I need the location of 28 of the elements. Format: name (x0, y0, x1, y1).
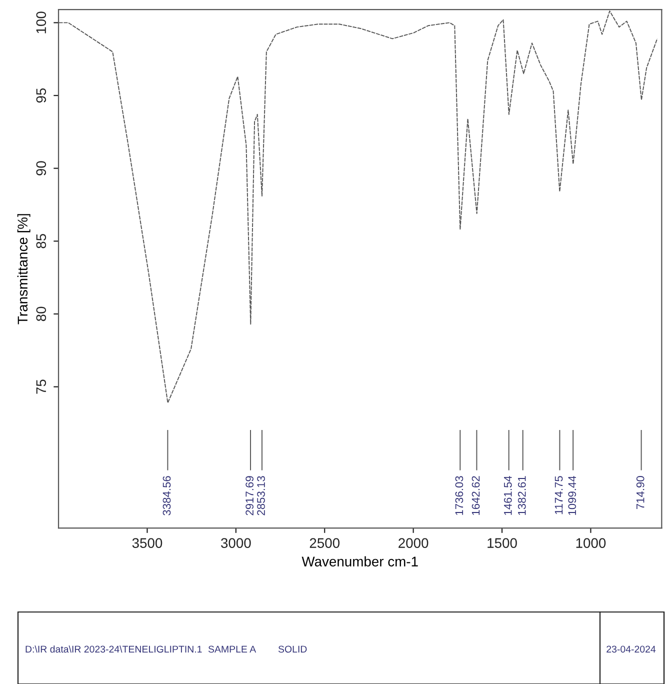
annotation: 2853.13 (257, 476, 265, 516)
x-tick-label: 3500 (132, 538, 162, 548)
text: 23-04-2024 (606, 646, 656, 653)
annotation: 714.90 (636, 476, 644, 510)
x-tick-label: 1000 (576, 538, 606, 548)
y-axis-title: Transmittance [%] (17, 214, 30, 324)
annotation: 2917.69 (246, 476, 254, 516)
y-tick-label: 80 (36, 306, 46, 322)
x-tick-label: 3000 (221, 538, 251, 548)
y-tick-label: 75 (36, 380, 46, 394)
annotation: 1461.54 (504, 476, 512, 515)
y-tick-label: 100 (36, 12, 46, 34)
x-axis-title: Wavenumber cm-1 (302, 556, 418, 566)
text: SAMPLE A (208, 646, 256, 653)
text: SOLID (278, 646, 307, 653)
annotation: 1174.75 (554, 476, 563, 514)
y-tick-label: 95 (36, 88, 46, 103)
annotation: 1736.03 (455, 476, 464, 515)
y-tick-label: 85 (36, 234, 46, 248)
annotation: 1099.44 (568, 476, 576, 515)
x-tick-label: 2500 (310, 538, 340, 548)
text: D:\IR data\IR 2023-24\TENELIGLIPTIN.1 (26, 645, 202, 653)
y-tick-label: 90 (36, 161, 46, 176)
annotation: 1642.62 (472, 476, 480, 515)
x-tick-label: 2000 (398, 538, 428, 548)
x-tick-label: 1500 (488, 538, 517, 548)
annotation: 3384.56 (162, 476, 171, 516)
annotation: 1382.61 (518, 476, 526, 515)
